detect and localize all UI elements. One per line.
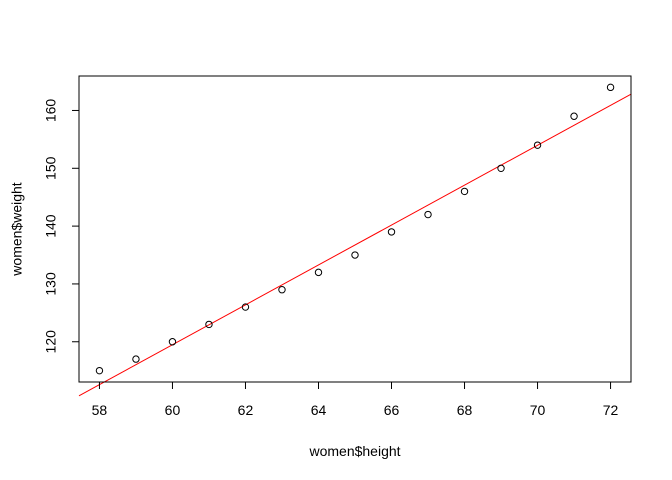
y-axis-label: women$weight — [9, 182, 25, 276]
x-axis: 58 60 62 64 66 68 70 72 — [92, 381, 619, 418]
x-tick-label: 70 — [530, 402, 546, 418]
data-point — [497, 164, 505, 172]
data-point — [460, 187, 469, 196]
y-tick-label: 120 — [43, 330, 59, 354]
fit-layer — [78, 93, 632, 397]
data-point — [278, 286, 286, 294]
data-point — [351, 251, 359, 259]
regression-line — [78, 93, 632, 397]
x-tick-label: 58 — [92, 402, 108, 418]
data-point — [205, 320, 213, 329]
data-point — [533, 141, 542, 149]
points-layer — [95, 83, 615, 375]
y-axis: 120 130 140 150 160 — [43, 99, 80, 354]
y-tick-label: 150 — [43, 156, 59, 180]
x-tick-label: 66 — [384, 402, 400, 418]
data-point — [168, 338, 177, 346]
data-point — [241, 303, 250, 311]
data-point — [424, 210, 432, 219]
data-point — [387, 228, 396, 236]
x-axis-label: women$height — [308, 443, 400, 459]
x-tick-label: 64 — [311, 402, 327, 418]
data-point — [314, 268, 323, 277]
y-tick-label: 160 — [43, 99, 59, 123]
x-tick-label: 62 — [238, 402, 254, 418]
data-point — [606, 83, 615, 92]
data-point — [132, 355, 140, 363]
x-tick-label: 68 — [457, 402, 473, 418]
y-tick-label: 140 — [43, 214, 59, 238]
data-point — [95, 366, 104, 375]
x-tick-label: 72 — [603, 402, 619, 418]
y-tick-label: 130 — [43, 272, 59, 296]
data-point — [570, 112, 578, 120]
x-tick-label: 60 — [165, 402, 181, 418]
